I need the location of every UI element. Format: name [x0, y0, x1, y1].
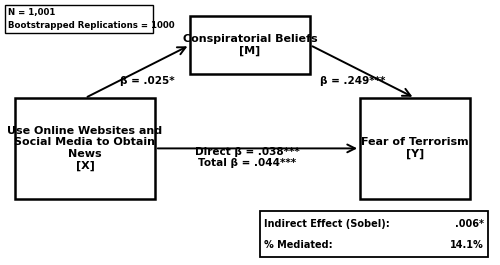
Text: Fear of Terrorism
[Y]: Fear of Terrorism [Y]	[361, 138, 469, 159]
Text: Indirect Effect (Sobel):: Indirect Effect (Sobel):	[264, 219, 390, 229]
Text: N = 1,001: N = 1,001	[8, 8, 56, 17]
Text: Use Online Websites and
Social Media to Obtain
News
[X]: Use Online Websites and Social Media to …	[8, 126, 162, 171]
FancyBboxPatch shape	[190, 16, 310, 74]
Text: Direct β = .038***
Total β = .044***: Direct β = .038*** Total β = .044***	[195, 147, 300, 169]
Text: 14.1%: 14.1%	[450, 240, 484, 250]
Text: .006*: .006*	[454, 219, 484, 229]
Text: Conspiratorial Beliefs
[M]: Conspiratorial Beliefs [M]	[182, 34, 318, 56]
Text: Bootstrapped Replications = 1000: Bootstrapped Replications = 1000	[8, 21, 175, 30]
FancyBboxPatch shape	[360, 98, 470, 199]
Text: % Mediated:: % Mediated:	[264, 240, 332, 250]
FancyBboxPatch shape	[5, 5, 152, 33]
Text: β = .025*: β = .025*	[120, 76, 175, 86]
FancyBboxPatch shape	[260, 211, 488, 257]
FancyBboxPatch shape	[15, 98, 155, 199]
Text: β = .249***: β = .249***	[320, 76, 385, 86]
